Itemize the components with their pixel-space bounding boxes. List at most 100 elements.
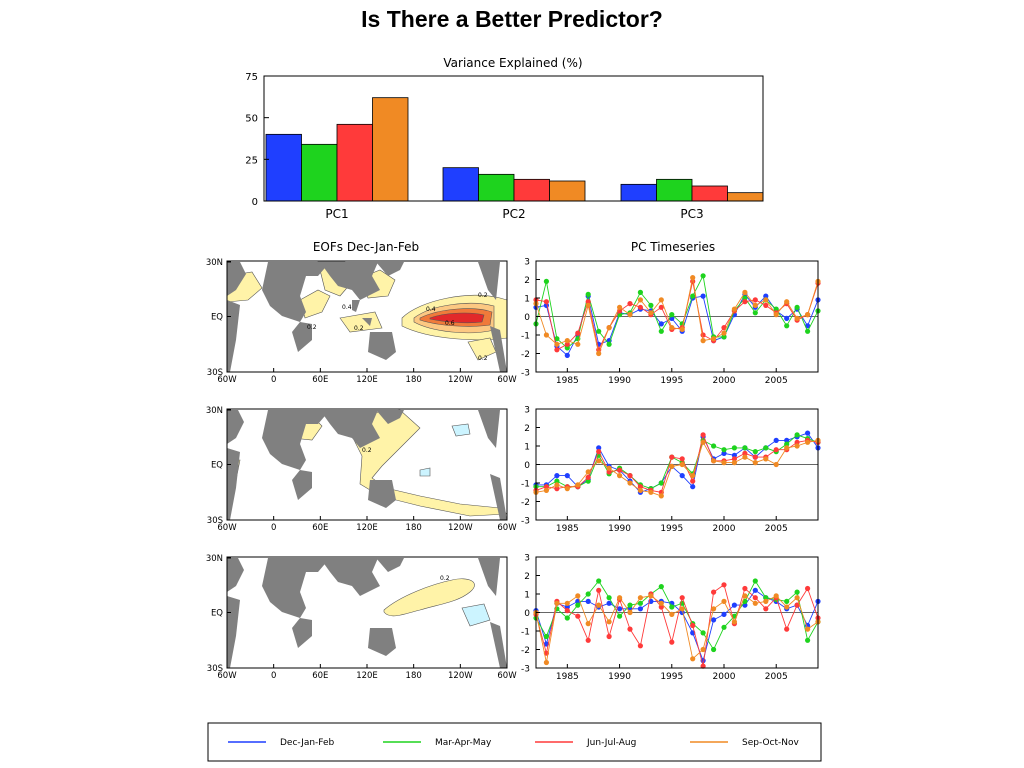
bar — [656, 178, 693, 202]
contour-label: 0.2 — [354, 325, 364, 332]
data-point — [585, 637, 591, 643]
data-point — [627, 473, 633, 479]
lon-label: 60E — [312, 523, 328, 533]
y-tick-label: 0 — [524, 313, 530, 323]
data-point — [784, 604, 790, 610]
y-tick-label: 25 — [245, 155, 258, 166]
data-point — [564, 352, 570, 358]
series-line — [535, 277, 819, 356]
data-point — [627, 602, 633, 608]
data-point — [627, 480, 633, 486]
data-point — [711, 646, 717, 653]
data-point — [742, 299, 748, 305]
bar — [265, 133, 302, 202]
data-point — [554, 347, 560, 353]
y-tick-label: 0 — [252, 197, 258, 208]
data-point — [637, 297, 644, 303]
data-point — [575, 613, 581, 619]
data-point — [763, 595, 769, 601]
variance-explained-chart: Variance Explained (%) 0 25 50 75 PC1 PC2 PC3 — [245, 56, 764, 221]
data-point — [700, 338, 706, 344]
y-tick-label: -2 — [521, 646, 530, 656]
x-tick-label: 2000 — [713, 376, 736, 386]
data-point — [596, 587, 602, 593]
data-point — [721, 582, 727, 588]
data-point — [606, 341, 612, 347]
data-point — [700, 630, 706, 636]
data-point — [731, 452, 738, 458]
data-point — [711, 458, 717, 464]
data-point — [617, 595, 623, 601]
data-point — [721, 624, 727, 630]
data-point — [564, 341, 570, 347]
data-point — [585, 621, 591, 627]
data-point — [784, 626, 790, 632]
data-point — [784, 445, 790, 451]
series-line — [535, 595, 819, 663]
data-point — [731, 602, 738, 608]
y-tick-label: 1 — [524, 443, 530, 453]
data-point — [763, 598, 769, 605]
x-tick-label: 1985 — [556, 672, 579, 682]
bar — [478, 173, 515, 202]
data-point — [617, 467, 623, 473]
data-point — [711, 617, 717, 623]
x-tick-label: 2000 — [713, 672, 736, 682]
series-line — [536, 434, 819, 490]
lon-label: 120W — [448, 375, 473, 385]
data-point — [596, 328, 602, 334]
data-point — [564, 338, 570, 344]
lat-label: EQ — [211, 313, 223, 323]
data-point — [606, 600, 612, 606]
data-point — [627, 626, 633, 632]
data-point — [596, 350, 602, 357]
category-label: PC1 — [325, 207, 348, 221]
pc-timeseries-3: -3 -2 -1 0 1 2 3 1985 1990 1995 2000 2005 — [521, 554, 821, 682]
legend-label: Sep-Oct-Nov — [742, 738, 800, 748]
bar-chart-frame — [263, 75, 764, 202]
data-point — [805, 312, 811, 318]
data-point — [543, 659, 550, 666]
eof-map-3: 0.2 — [226, 556, 508, 669]
data-point — [669, 325, 675, 331]
y-tick-label: 3 — [524, 258, 530, 268]
data-point — [731, 619, 738, 625]
data-point — [606, 469, 612, 475]
data-point — [690, 484, 696, 490]
maps-title: EOFs Dec-Jan-Feb — [313, 240, 419, 254]
legend: Dec-Jan-Feb Mar-Apr-May Jun-Jul-Aug Sep-Oct… — [207, 722, 822, 762]
lon-label: 120W — [448, 523, 473, 533]
data-point — [805, 323, 811, 329]
contour-label: 0.4 — [426, 306, 436, 313]
data-point — [752, 297, 758, 303]
data-point — [805, 626, 811, 632]
y-tick-label: 50 — [245, 114, 258, 125]
data-point — [617, 304, 623, 310]
series-line — [535, 584, 819, 667]
y-tick-label: 2 — [524, 276, 530, 286]
data-point — [721, 598, 727, 605]
y-tick-label: -3 — [521, 517, 530, 527]
lon-label: 60W — [497, 671, 517, 681]
data-point — [721, 325, 727, 331]
data-point — [679, 456, 685, 462]
data-point — [742, 454, 748, 460]
lat-label: EQ — [211, 609, 223, 619]
data-point — [784, 441, 790, 447]
data-point — [784, 598, 790, 605]
lon-label: 60E — [312, 375, 328, 385]
eof-map-1: 0.2 0.4 0.2 0.4 0.6 0.2 0.2 — [226, 260, 508, 373]
data-point — [731, 445, 738, 451]
lon-label: 60W — [217, 375, 237, 385]
data-point — [690, 622, 696, 629]
contour-label: 0.2 — [307, 324, 317, 331]
data-point — [658, 604, 664, 610]
legend-label: Dec-Jan-Feb — [280, 738, 335, 748]
data-point — [700, 273, 706, 279]
data-point — [564, 473, 570, 479]
data-point — [564, 604, 570, 610]
y-tick-label: 2 — [524, 424, 530, 434]
data-point — [658, 480, 664, 486]
data-point — [648, 489, 654, 495]
data-point — [805, 439, 811, 445]
